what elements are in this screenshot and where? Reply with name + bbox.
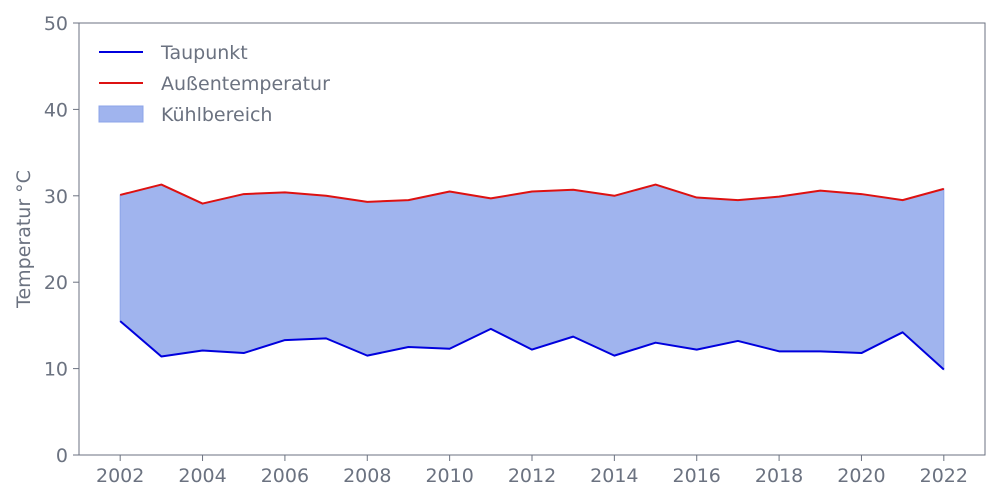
x-tick-label: 2020 [837,465,885,487]
x-tick-label: 2008 [343,465,391,487]
x-tick-label: 2012 [508,465,556,487]
legend-label: Taupunkt [160,42,248,64]
fill-area [119,184,945,371]
legend-label: Kühlbereich [161,104,272,126]
x-tick-label: 2006 [261,465,309,487]
x-axis: 2002 2004 2006 2008 2010 2012 2014 2016 2018 2020… [96,455,968,487]
legend-swatch-patch [98,105,144,123]
y-axis-label: Temperatur °C [13,170,35,309]
y-tick-label: 50 [44,13,68,35]
lines-layer [119,183,945,371]
fill-layer [119,184,945,371]
legend-label: Außentemperatur [161,73,330,95]
x-tick-label: 2010 [425,465,473,487]
y-tick-label: 0 [56,445,68,467]
series-line-0 [119,320,945,371]
y-tick-label: 20 [44,272,68,294]
y-tick-label: 30 [44,186,68,208]
x-tick-label: 2016 [673,465,721,487]
y-tick-label: 10 [44,359,68,381]
legend: Taupunkt Außentemperatur Kühlbereich [98,42,330,126]
series-line-1 [119,183,945,205]
x-tick-label: 2022 [920,465,968,487]
x-tick-label: 2002 [96,465,144,487]
x-tick-label: 2014 [590,465,638,487]
y-axis: 0 10 20 30 40 50 [44,13,79,467]
y-tick-label: 40 [44,99,68,121]
x-tick-label: 2004 [178,465,226,487]
x-tick-label: 2018 [755,465,803,487]
